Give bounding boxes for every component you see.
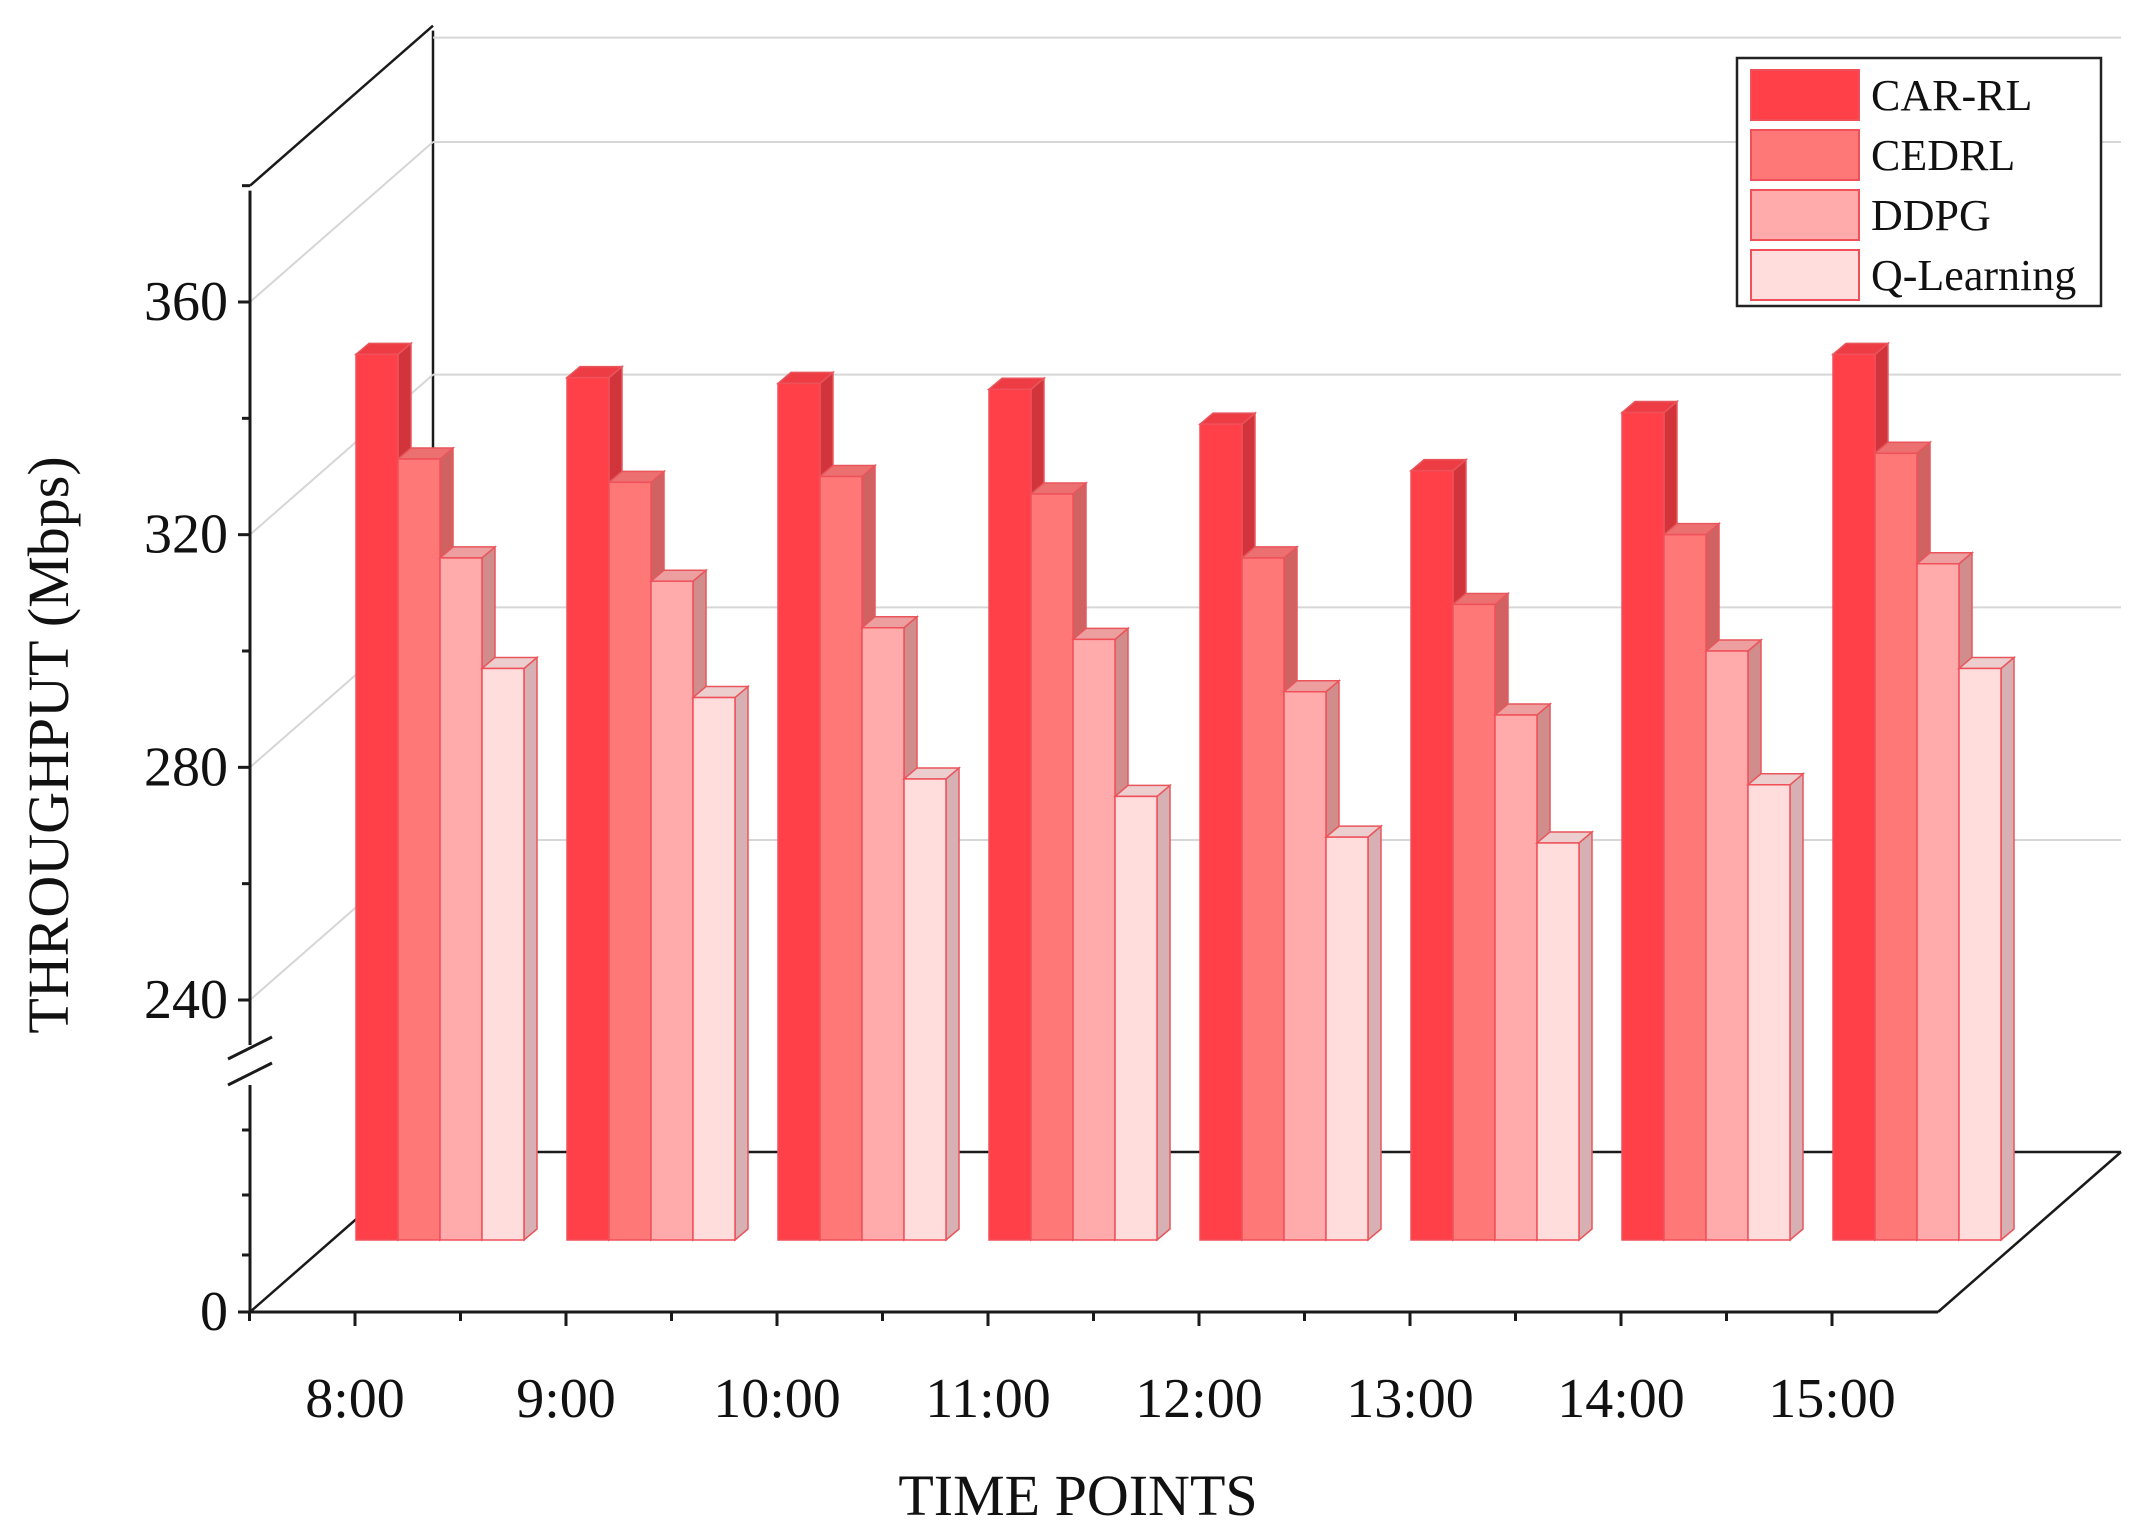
bar-front: [692, 696, 736, 1241]
bar-front: [1452, 603, 1496, 1241]
legend: CAR-RL CEDRL DDPG Q-Learning: [1735, 56, 2103, 308]
bar-front: [1621, 411, 1665, 1241]
x-tick-label: 8:00: [305, 1368, 405, 1430]
bar-side: [523, 655, 538, 1242]
legend-swatch: [1750, 69, 1860, 121]
bar-front: [819, 475, 863, 1241]
bar-front: [1072, 638, 1116, 1241]
bar-front: [861, 626, 905, 1241]
bar-front: [1832, 353, 1876, 1241]
bar-front: [1958, 667, 2002, 1241]
bar-front: [1536, 842, 1580, 1241]
bar-side: [1156, 783, 1171, 1242]
bar-front: [1916, 563, 1960, 1241]
bar-front: [481, 667, 525, 1241]
x-tick-label: 9:00: [516, 1368, 616, 1430]
x-tick-labels: 8:00 9:00 10:00 11:00 12:00 13:00 14:00 15:00: [305, 1368, 1896, 1430]
bar-side: [2000, 655, 2015, 1242]
bar-side: [1789, 772, 1804, 1242]
bar-q-learning-800: [479, 655, 540, 1242]
y-tick-label: 240: [144, 969, 228, 1031]
bar-side: [1367, 824, 1382, 1242]
bar-front: [355, 353, 399, 1241]
legend-label: CAR-RL: [1871, 71, 2032, 120]
bar-front: [1114, 795, 1158, 1241]
bar-front: [1283, 690, 1327, 1241]
y-tick-labels: 0 240 280 320 360: [144, 271, 228, 1343]
y-axis-title: THROUGHPUT (Mbps): [16, 456, 81, 1033]
bar-front: [1241, 557, 1285, 1241]
bars-group: [353, 341, 2017, 1242]
legend-swatch: [1750, 189, 1860, 241]
x-tick-label: 10:00: [713, 1368, 841, 1430]
bar-q-learning-1400: [1745, 772, 1806, 1242]
bar-front: [650, 580, 694, 1241]
y-tick-label: 360: [144, 271, 228, 333]
bar-front: [1874, 452, 1918, 1241]
bar-front: [397, 458, 441, 1241]
bar-front: [1199, 423, 1243, 1241]
bar-side: [1578, 830, 1593, 1242]
legend-label: DDPG: [1871, 191, 1991, 240]
legend-label: Q-Learning: [1871, 251, 2076, 300]
legend-swatch: [1750, 249, 1860, 301]
axis-break-mark: [227, 1035, 273, 1061]
bar-front: [608, 481, 652, 1241]
bar-q-learning-1500: [1956, 655, 2017, 1242]
x-tick-label: 15:00: [1768, 1368, 1896, 1430]
legend-swatch: [1750, 129, 1860, 181]
bar-side: [734, 684, 749, 1242]
bar-front: [1030, 493, 1074, 1241]
bar-front: [566, 376, 610, 1241]
bar-front: [1325, 836, 1369, 1241]
x-tick-label: 11:00: [925, 1368, 1050, 1430]
bar-front: [1747, 784, 1791, 1241]
bar-front: [1494, 714, 1538, 1241]
bar-front: [903, 778, 947, 1241]
bar-front: [1663, 533, 1707, 1241]
y-tick-label: 320: [144, 504, 228, 566]
y-tick-label: 280: [144, 736, 228, 798]
gridline-side: [249, 141, 434, 303]
axis-break-mark: [227, 1061, 273, 1087]
bar-q-learning-1200: [1323, 824, 1384, 1242]
top-left-depth-edge: [249, 24, 434, 187]
bar-front: [439, 557, 483, 1241]
bar-front: [777, 382, 821, 1241]
bar-q-learning-900: [690, 684, 751, 1242]
bar-front: [1410, 469, 1454, 1241]
x-axis-title: TIME POINTS: [898, 1463, 1257, 1528]
x-tick-label: 14:00: [1557, 1368, 1685, 1430]
x-tick-label: 12:00: [1135, 1368, 1263, 1430]
x-tick-label: 13:00: [1346, 1368, 1474, 1430]
axes-group: [227, 184, 1938, 1326]
bar-side: [945, 766, 960, 1242]
y-tick-label: 0: [200, 1281, 228, 1343]
bar-q-learning-1300: [1534, 830, 1595, 1242]
bar-q-learning-1000: [901, 766, 962, 1242]
bar-front: [988, 388, 1032, 1241]
bar-q-learning-1100: [1112, 783, 1173, 1242]
bar-front: [1705, 650, 1749, 1241]
legend-label: CEDRL: [1871, 131, 2015, 180]
floor-right-depth-edge: [1937, 1151, 2122, 1313]
